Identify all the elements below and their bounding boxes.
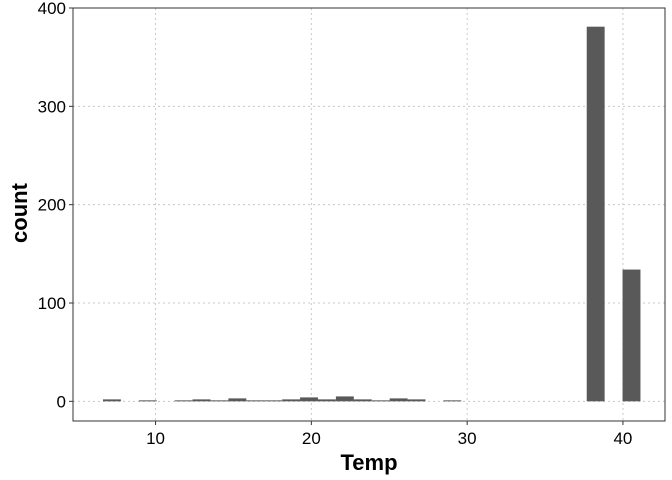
histogram-bar (300, 397, 318, 401)
histogram-bar (264, 400, 282, 401)
histogram-bar (228, 398, 246, 401)
x-axis-ticks: 10 20 30 40 (146, 421, 632, 448)
histogram-bar (372, 400, 390, 401)
y-tick-label: 0 (57, 392, 66, 411)
histogram-bar (336, 396, 354, 401)
x-tick-label: 10 (146, 429, 165, 448)
histogram-bar (390, 398, 408, 401)
x-tick-label: 30 (458, 429, 477, 448)
histogram-bar (587, 27, 605, 402)
panel-border (73, 8, 665, 421)
histogram-bar (175, 400, 193, 401)
histogram-bar (408, 399, 426, 401)
y-tick-label: 400 (38, 0, 66, 18)
histogram-bar (193, 399, 211, 401)
y-axis-title: count (7, 182, 32, 243)
histogram-bar (246, 400, 264, 401)
y-axis-ticks: 0 100 200 300 400 (38, 0, 73, 411)
y-tick-label: 200 (38, 196, 66, 215)
histogram-bar (354, 399, 372, 401)
histogram-bars (103, 27, 640, 402)
histogram-bar (282, 399, 300, 401)
y-tick-label: 100 (38, 294, 66, 313)
x-axis-title: Temp (340, 450, 397, 475)
histogram-bar (318, 399, 336, 401)
histogram-bar (103, 399, 121, 401)
histogram-bar (623, 270, 641, 402)
histogram-bar (210, 400, 228, 401)
histogram-bar (443, 400, 461, 401)
y-tick-label: 300 (38, 97, 66, 116)
x-tick-label: 20 (302, 429, 321, 448)
histogram-bar (139, 400, 157, 401)
grid-lines (73, 8, 665, 421)
x-tick-label: 40 (613, 429, 632, 448)
